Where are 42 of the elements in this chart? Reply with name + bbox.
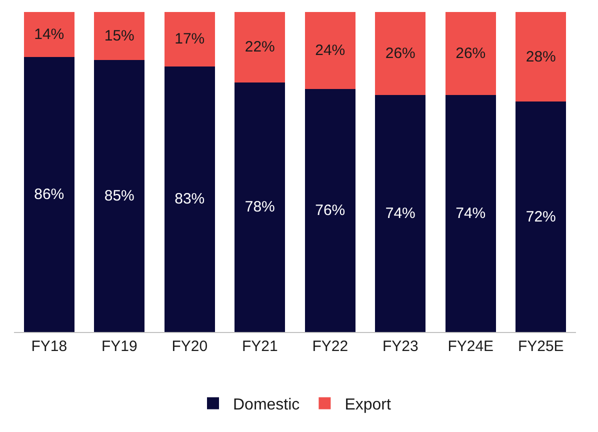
bar xyxy=(234,12,286,82)
legend-label: Export xyxy=(344,396,392,414)
data-label: 28% xyxy=(526,48,556,66)
bar xyxy=(164,12,215,66)
data-label: 74% xyxy=(385,205,416,222)
bar xyxy=(375,95,426,332)
bar xyxy=(24,12,74,57)
bar xyxy=(375,12,426,96)
bar xyxy=(445,12,496,96)
x-tick-label: FY20 xyxy=(172,338,208,355)
x-tick-label: FY21 xyxy=(242,338,278,355)
data-label: 83% xyxy=(174,190,205,208)
x-tick-label: FY24E xyxy=(448,338,494,355)
bar xyxy=(445,95,496,332)
data-label: 72% xyxy=(526,208,556,226)
legend-label: Domestic xyxy=(233,396,300,414)
data-label: 14% xyxy=(34,26,64,43)
bar xyxy=(304,12,356,89)
bar xyxy=(94,12,145,60)
data-label: 78% xyxy=(244,198,275,216)
data-label: 17% xyxy=(174,30,205,48)
bar xyxy=(304,88,356,332)
data-label: 24% xyxy=(315,42,346,59)
data-label: 26% xyxy=(385,45,416,62)
data-label: 22% xyxy=(244,38,275,56)
data-label: 85% xyxy=(104,188,134,204)
x-tick-label: FY23 xyxy=(382,338,418,355)
x-tick-label: FY18 xyxy=(31,338,68,355)
bar xyxy=(234,82,286,332)
bar xyxy=(516,102,566,332)
data-label: 76% xyxy=(315,202,346,219)
data-label: 26% xyxy=(456,45,486,62)
x-tick-label: FY25E xyxy=(518,338,564,355)
bar xyxy=(24,56,74,332)
bar xyxy=(164,66,215,332)
bar xyxy=(94,60,145,332)
data-label: 15% xyxy=(104,28,134,44)
data-label: 74% xyxy=(456,205,486,222)
x-tick-label: FY19 xyxy=(101,338,138,355)
data-label: 86% xyxy=(34,186,64,203)
bar xyxy=(516,12,566,102)
x-tick-label: FY22 xyxy=(312,338,348,355)
